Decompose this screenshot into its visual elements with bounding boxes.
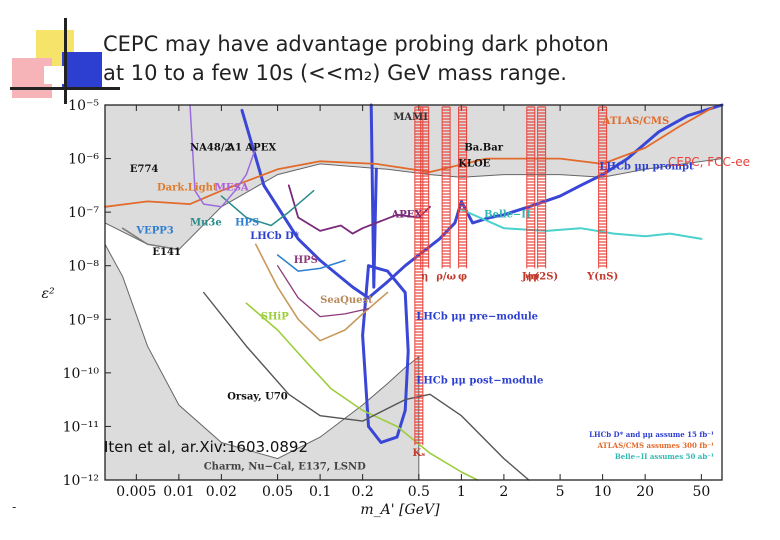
x-tick-label-8: 2: [499, 484, 508, 500]
accent-vertical-line: [64, 18, 67, 104]
annotation-21: LHCb μμ post−module: [416, 376, 543, 387]
y-tick-label-1: 10⁻⁶: [68, 152, 99, 168]
annotation-15: HPS: [294, 255, 318, 266]
overlay-label: CEPC, FCC-ee: [668, 155, 750, 169]
grid: [135, 105, 702, 111]
veto-band-4: [526, 106, 536, 269]
annotation-20: LHCb μμ pre−module: [416, 311, 538, 322]
annotation-9: Belle−II: [484, 210, 531, 221]
annotation-11: HPS: [235, 218, 259, 229]
limit-curve-13: [189, 104, 257, 208]
y-tick-label-5: 10⁻¹⁰: [63, 366, 100, 382]
y-tick-label-3: 10⁻⁸: [68, 259, 99, 275]
limit-curve-11: [202, 291, 530, 481]
annotation-14: E141: [152, 247, 181, 258]
veto-band-0: [414, 106, 424, 446]
veto-label-6: Υ(nS): [586, 271, 618, 282]
footnote-2: Belle−II assumes 50 ab⁻¹: [615, 452, 714, 461]
x-tick-label-10: 10: [594, 484, 612, 500]
limit-curve-8: [254, 243, 389, 342]
veto-band-6: [598, 106, 608, 269]
x-tick-label-1: 0.01: [163, 484, 194, 500]
limit-curve-9: [276, 265, 370, 318]
accent-horizontal-line: [10, 87, 120, 90]
citation: Iten et al, ar.Xiv:1603.0892: [104, 438, 309, 456]
limit-curve-10: [245, 302, 479, 481]
limit-curve-0: [240, 103, 724, 300]
y-tick-label-7: 10⁻¹²: [63, 473, 99, 489]
excluded-region-1: [104, 244, 420, 481]
annotation-4: KLOE: [458, 159, 490, 170]
y-axis-label: ε²: [41, 286, 55, 302]
x-tick-label-6: 0.5: [408, 484, 430, 500]
y-tick-label-4: 10⁻⁹: [68, 312, 99, 328]
limit-curve-7: [276, 254, 346, 272]
veto-label-1: η: [421, 271, 428, 282]
veto-label-3: φ: [458, 271, 467, 282]
x-tick-label-7: 1: [457, 484, 466, 500]
footnotes: LHCb D* and μμ assume 15 fb⁻¹ ATLAS/CMS a…: [589, 430, 714, 461]
footnote-0: LHCb D* and μμ assume 15 fb⁻¹: [589, 430, 714, 439]
slide-title: CEPC may have advantage probing dark pho…: [103, 30, 723, 88]
veto-label-0: Kₛ: [413, 448, 426, 459]
limit-curve-3: [460, 208, 703, 240]
annotation-10: Mu3e: [190, 218, 222, 229]
annotation-5: E774: [130, 164, 159, 175]
footer-mark: -: [12, 500, 17, 514]
veto-label-2: ρ/ω: [436, 271, 456, 282]
x-tick-label-4: 0.1: [309, 484, 331, 500]
annotation-3: Ba.Bar: [464, 143, 503, 154]
annotation-7: MESA: [215, 183, 249, 194]
slide-title-line-2: at 10 to a few 10s (<<m₂) GeV mass range…: [103, 61, 567, 85]
footnote-1: ATLAS/CMS assumes 300 fb⁻¹: [597, 441, 715, 450]
veto-band-5: [537, 106, 547, 269]
veto-label-4: J/ψ: [521, 271, 540, 282]
axes: 10⁻⁵ 10⁻⁶ 10⁻⁷ 10⁻⁸ 10⁻⁹ 10⁻¹⁰ 10⁻¹¹ 10⁻¹² 0.005…: [63, 98, 711, 500]
annotation-22: Orsay, U70: [227, 392, 288, 403]
annotation-19: ATLAS/CMS: [602, 116, 670, 127]
limit-curve-12: [121, 227, 180, 251]
annotation-23: Charm, Nu−Cal, E137, LSND: [204, 461, 366, 472]
annotations: MAMI NA48/2A1 APEX Ba.Bar KLOE E774 Dark.Ligh…: [130, 112, 694, 472]
x-tick-label-3: 0.05: [262, 484, 293, 500]
annotation-6: Dark.Light: [157, 183, 218, 194]
veto-label-5: ψ(2S): [525, 271, 558, 282]
x-tick-label-2: 0.02: [206, 484, 237, 500]
x-tick-label-9: 5: [556, 484, 565, 500]
limit-curve-4: [104, 106, 714, 208]
annotation-17: SHiP: [261, 311, 289, 322]
veto-band-1: [420, 106, 430, 269]
annotation-1: NA48/2: [190, 143, 231, 154]
y-tick-label-0: 10⁻⁵: [68, 98, 99, 114]
limit-curve-5: [287, 184, 431, 235]
resonance-vetoes: Kₛ η ρ/ω φ J/ψψ(2S) Υ(nS): [413, 106, 618, 459]
x-tick-label-11: 20: [636, 484, 654, 500]
annotation-2: A1 APEX: [226, 143, 276, 154]
limit-curve-1: [361, 264, 410, 444]
annotation-13: VEPP3: [135, 226, 173, 237]
plot-frame: [104, 104, 723, 481]
slide-title-line-1: CEPC may have advantage probing dark pho…: [103, 32, 609, 56]
accent-blue-square: [62, 52, 102, 90]
x-tick-label-5: 0.2: [352, 484, 374, 500]
veto-band-3: [458, 106, 468, 269]
y-tick-label-6: 10⁻¹¹: [63, 419, 99, 435]
y-tick-label-2: 10⁻⁷: [68, 205, 99, 221]
x-tick-label-12: 50: [692, 484, 710, 500]
veto-band-2: [441, 106, 451, 269]
limit-curves: [104, 103, 724, 481]
annotation-12: LHCb D*: [250, 231, 300, 242]
annotation-16: SeaQuest: [320, 295, 373, 306]
accent-white-square: [44, 66, 64, 84]
x-tick-label-0: 0.005: [116, 484, 156, 500]
x-axis-label: m_A' [GeV]: [360, 502, 440, 518]
limit-curve-6: [220, 189, 315, 227]
annotation-18: LHCb μμ prompt: [599, 161, 694, 172]
annotation-8: APEX: [390, 210, 422, 221]
annotation-0: MAMI: [393, 112, 428, 123]
limit-curve-2: [369, 103, 378, 289]
